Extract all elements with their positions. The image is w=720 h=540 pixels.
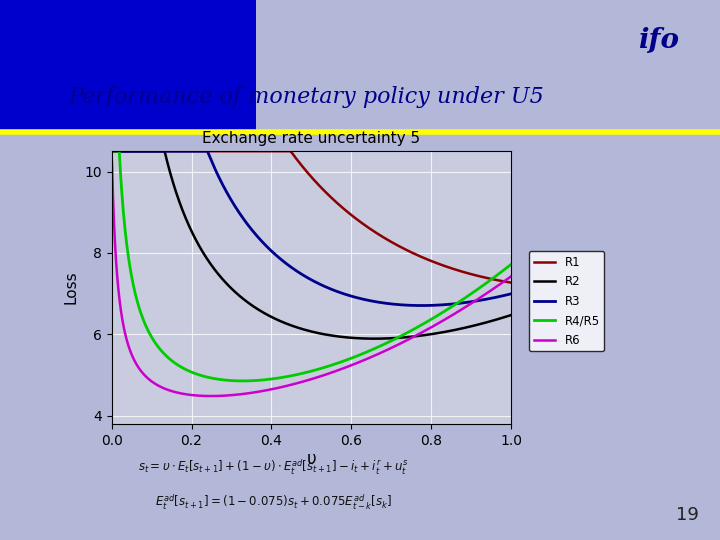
Bar	[0, 0, 256, 132]
R4/R5	[278, 374, 287, 381]
R3	[499, 292, 508, 299]
R2	[261, 310, 269, 317]
R6	[278, 383, 287, 390]
Legend: R1, R2, R3, R4/R5, R6: R1, R2, R3, R4/R5, R6	[529, 251, 604, 352]
R4/R5	[507, 261, 516, 267]
R2	[153, 148, 162, 154]
R3	[261, 241, 269, 248]
R3	[418, 302, 426, 309]
Text: $E_t^{ad}[s_{t+1}] = (1-0.075)s_t + 0.075 E_{t-k}^{ad}[s_k]$: $E_t^{ad}[s_{t+1}] = (1-0.075)s_t + 0.07…	[155, 492, 392, 512]
R2	[278, 319, 287, 325]
R1	[278, 148, 287, 154]
R3	[278, 257, 287, 264]
R6	[507, 273, 516, 280]
R3	[153, 148, 162, 154]
R3	[177, 148, 186, 154]
R1	[108, 148, 117, 154]
R4/R5	[108, 148, 117, 154]
X-axis label: υ: υ	[307, 450, 316, 468]
R4/R5	[177, 364, 186, 370]
R4/R5	[238, 377, 247, 384]
Line: R3: R3	[112, 151, 511, 306]
R6	[261, 387, 269, 394]
R6	[153, 382, 162, 388]
R1	[261, 148, 269, 154]
Text: ifo: ifo	[639, 27, 679, 54]
R3	[507, 291, 516, 297]
Line: R1: R1	[112, 151, 511, 282]
R6	[499, 279, 508, 285]
R3	[108, 148, 117, 154]
R3	[456, 300, 465, 306]
Text: 19: 19	[676, 506, 699, 524]
R1	[456, 268, 464, 274]
Line: R2: R2	[112, 151, 511, 339]
R1	[507, 279, 516, 286]
Text: Performance of monetary policy under U5: Performance of monetary policy under U5	[68, 86, 544, 108]
R1	[177, 148, 186, 154]
Line: R4/R5: R4/R5	[112, 151, 511, 381]
R4/R5	[153, 343, 162, 349]
Text: $s_t = \upsilon \cdot E_t[s_{t+1}] + (1-\upsilon) \cdot E_t^{ad}[s_{t+1}] - i_t : $s_t = \upsilon \cdot E_t[s_{t+1}] + (1-…	[138, 457, 409, 477]
R6	[177, 390, 186, 397]
Line: R6: R6	[112, 162, 511, 396]
Title: Exchange rate uncertainty 5: Exchange rate uncertainty 5	[202, 131, 420, 146]
R2	[456, 326, 465, 332]
R6	[108, 159, 117, 165]
R1	[153, 148, 162, 154]
R6	[456, 307, 465, 313]
R2	[108, 148, 117, 154]
R4/R5	[456, 298, 465, 304]
R2	[370, 335, 379, 342]
R1	[499, 278, 508, 285]
R2	[507, 312, 516, 318]
R4/R5	[261, 376, 269, 383]
R4/R5	[499, 267, 508, 274]
R6	[207, 393, 215, 399]
Y-axis label: Loss: Loss	[63, 271, 78, 305]
R2	[499, 314, 508, 321]
R2	[177, 204, 186, 210]
